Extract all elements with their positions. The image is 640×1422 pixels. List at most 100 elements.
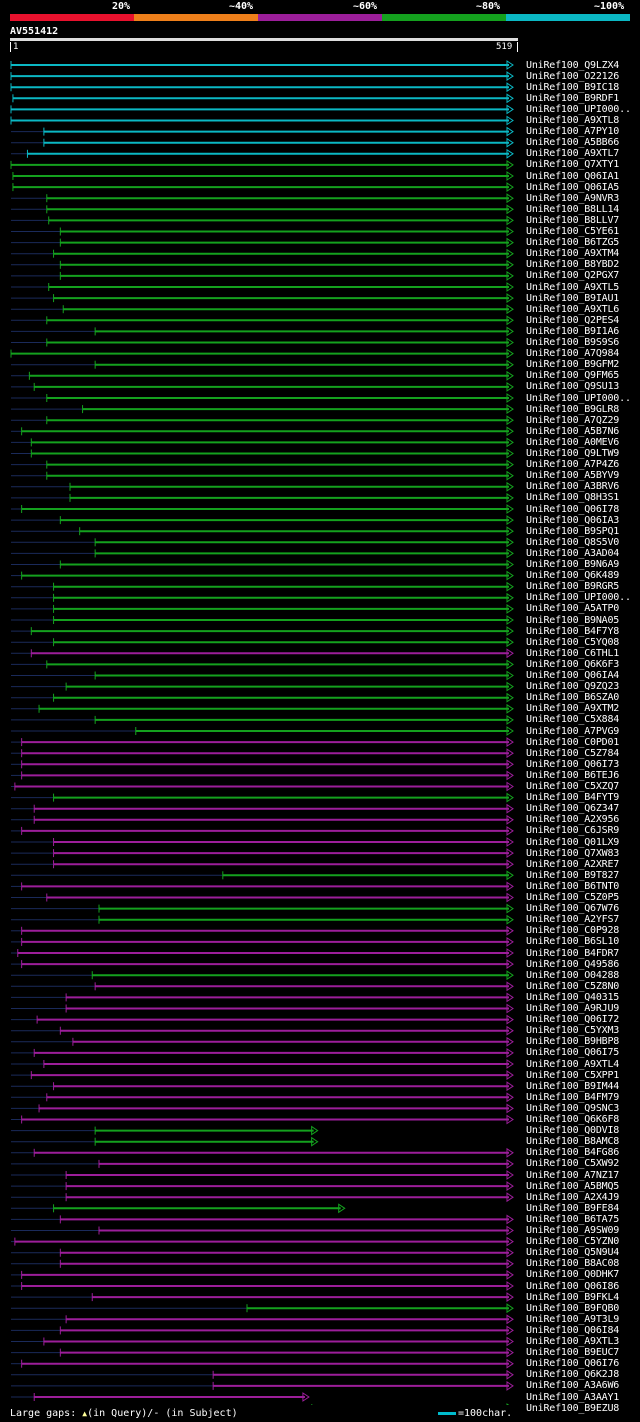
hit-label[interactable]: UniRef100_A9XTL4 bbox=[526, 1058, 620, 1070]
hit-label[interactable]: UniRef100_UPI000.. bbox=[526, 592, 631, 604]
hit-label[interactable]: UniRef100_A9XTL8 bbox=[526, 115, 620, 126]
hit-label[interactable]: UniRef100_B9GLR8 bbox=[526, 403, 620, 415]
hit-label[interactable]: UniRef100_Q06IA4 bbox=[526, 670, 620, 681]
hit-label[interactable]: UniRef100_B9IC18 bbox=[526, 81, 620, 93]
hit-label[interactable]: UniRef100_O04288 bbox=[526, 969, 620, 981]
hit-label[interactable]: UniRef100_A9NVR3 bbox=[526, 192, 620, 204]
hit-label[interactable]: UniRef100_Q9LTW9 bbox=[526, 448, 620, 459]
hit-label[interactable]: UniRef100_Q06I84 bbox=[526, 1324, 620, 1336]
hit-label[interactable]: UniRef100_B8AMC8 bbox=[526, 1136, 620, 1148]
hit-label[interactable]: UniRef100_C0PD01 bbox=[526, 736, 620, 748]
hit-label[interactable]: UniRef100_A7NZ17 bbox=[526, 1169, 620, 1181]
hit-label[interactable]: UniRef100_Q9ZQ23 bbox=[526, 681, 620, 693]
hit-label[interactable]: UniRef100_B9T827 bbox=[526, 869, 620, 881]
hit-label[interactable]: UniRef100_Q6K6F3 bbox=[526, 658, 620, 670]
hit-label[interactable]: UniRef100_Q06I72 bbox=[526, 1014, 620, 1026]
hit-label[interactable]: UniRef100_B6TA75 bbox=[526, 1213, 620, 1225]
hit-label[interactable]: UniRef100_Q2PGX7 bbox=[526, 270, 620, 282]
hit-label[interactable]: UniRef100_A9XTL7 bbox=[526, 148, 620, 160]
hit-label[interactable]: UniRef100_Q9SNC3 bbox=[526, 1102, 620, 1114]
hit-label[interactable]: UniRef100_A2X956 bbox=[526, 814, 620, 826]
hit-label[interactable]: UniRef100_A7PY10 bbox=[526, 126, 620, 138]
hit-label[interactable]: UniRef100_Q06I75 bbox=[526, 1047, 620, 1059]
hit-label[interactable]: UniRef100_Q2PES4 bbox=[526, 314, 620, 326]
hit-label[interactable]: UniRef100_Q9FM65 bbox=[526, 370, 620, 382]
hit-label[interactable]: UniRef100_A3AD04 bbox=[526, 547, 620, 559]
hit-label[interactable]: UniRef100_B9RDF1 bbox=[526, 92, 620, 104]
hit-label[interactable]: UniRef100_Q6K489 bbox=[526, 570, 620, 582]
hit-label[interactable]: UniRef100_B9FKL4 bbox=[526, 1291, 620, 1303]
hit-label[interactable]: UniRef100_C0P928 bbox=[526, 925, 620, 937]
hit-label[interactable]: UniRef100_A3A6W6 bbox=[526, 1380, 620, 1392]
hit-label[interactable]: UniRef100_Q06I76 bbox=[526, 1358, 620, 1370]
hit-label[interactable]: UniRef100_B6TZG5 bbox=[526, 237, 620, 249]
hit-label[interactable]: UniRef100_B6TEJ6 bbox=[526, 769, 620, 781]
hit-label[interactable]: UniRef100_Q9SU13 bbox=[526, 381, 620, 393]
hit-label[interactable]: UniRef100_UPI000.. bbox=[526, 392, 631, 404]
hit-label[interactable]: UniRef100_B9IAU1 bbox=[526, 292, 620, 304]
hit-label[interactable]: UniRef100_B6TNT0 bbox=[526, 880, 620, 892]
hit-label[interactable]: UniRef100_Q6K6F8 bbox=[526, 1114, 620, 1125]
hit-label[interactable]: UniRef100_B8AC08 bbox=[526, 1258, 620, 1270]
hit-label[interactable]: UniRef100_Q01LX9 bbox=[526, 836, 620, 848]
hit-label[interactable]: UniRef100_C5YZN0 bbox=[526, 1236, 620, 1248]
hit-label[interactable]: UniRef100_A7P4Z6 bbox=[526, 459, 620, 471]
hit-label[interactable]: UniRef100_C5XPP1 bbox=[526, 1069, 620, 1081]
hit-label[interactable]: UniRef100_C5XZQ7 bbox=[526, 781, 620, 792]
hit-label[interactable]: UniRef100_B9IM44 bbox=[526, 1080, 620, 1092]
hit-label[interactable]: UniRef100_B9FQB0 bbox=[526, 1302, 620, 1314]
hit-label[interactable]: UniRef100_Q06IA3 bbox=[526, 514, 620, 526]
hit-label[interactable]: UniRef100_C5Z784 bbox=[526, 747, 620, 759]
hit-label[interactable]: UniRef100_B8LL14 bbox=[526, 203, 620, 215]
hit-label[interactable]: UniRef100_C5X884 bbox=[526, 714, 620, 726]
hit-label[interactable]: UniRef100_C6JSR9 bbox=[526, 825, 620, 837]
hit-label[interactable]: UniRef100_C5YE61 bbox=[526, 226, 620, 237]
hit-label[interactable]: UniRef100_C5Z8N0 bbox=[526, 980, 620, 992]
hit-label[interactable]: UniRef100_B4FYT9 bbox=[526, 792, 620, 804]
hit-label[interactable]: UniRef100_C5YQ08 bbox=[526, 636, 620, 648]
hit-label[interactable]: UniRef100_B9RGR5 bbox=[526, 581, 620, 593]
hit-label[interactable]: UniRef100_Q49586 bbox=[526, 958, 620, 970]
hit-label[interactable]: UniRef100_A9XTM4 bbox=[526, 248, 620, 260]
hit-label[interactable]: UniRef100_A7Q984 bbox=[526, 348, 620, 360]
hit-label[interactable]: UniRef100_Q7XW83 bbox=[526, 847, 620, 859]
hit-label[interactable]: UniRef100_B6SL10 bbox=[526, 936, 620, 948]
hit-label[interactable]: UniRef100_Q9LZX4 bbox=[526, 59, 620, 71]
hit-label[interactable]: UniRef100_C6THL1 bbox=[526, 647, 620, 659]
hit-label[interactable]: UniRef100_C5YXM3 bbox=[526, 1025, 620, 1037]
hit-label[interactable]: UniRef100_Q06IA5 bbox=[526, 181, 620, 193]
hit-label[interactable]: UniRef100_A7PVG9 bbox=[526, 725, 620, 737]
hit-label[interactable]: UniRef100_Q8S5V0 bbox=[526, 536, 620, 548]
hit-label[interactable]: UniRef100_B4FG86 bbox=[526, 1147, 620, 1159]
hit-label[interactable]: UniRef100_A5BB66 bbox=[526, 137, 620, 149]
hit-label[interactable]: UniRef100_B6SZA0 bbox=[526, 692, 620, 704]
hit-label[interactable]: UniRef100_Q06I78 bbox=[526, 503, 620, 515]
hit-label[interactable]: UniRef100_Q06I86 bbox=[526, 1280, 620, 1292]
hit-label[interactable]: UniRef100_A2X4J9 bbox=[526, 1191, 620, 1203]
hit-label[interactable]: UniRef100_B9NA05 bbox=[526, 614, 620, 626]
hit-label[interactable]: UniRef100_A2YFS7 bbox=[526, 914, 620, 926]
hit-label[interactable]: UniRef100_UPI000.. bbox=[526, 103, 631, 115]
hit-label[interactable]: UniRef100_A5BMQ5 bbox=[526, 1180, 620, 1192]
hit-label[interactable]: UniRef100_B8YBD2 bbox=[526, 259, 620, 271]
hit-label[interactable]: UniRef100_C5XW92 bbox=[526, 1158, 620, 1170]
hit-label[interactable]: UniRef100_A9T3L9 bbox=[526, 1313, 620, 1325]
hit-label[interactable]: UniRef100_B9FE84 bbox=[526, 1202, 620, 1214]
hit-label[interactable]: UniRef100_Q06IA1 bbox=[526, 170, 620, 182]
hit-label[interactable]: UniRef100_B9I1A6 bbox=[526, 325, 620, 337]
hit-label[interactable]: UniRef100_A9XTM2 bbox=[526, 703, 620, 715]
hit-label[interactable]: UniRef100_A3BRV6 bbox=[526, 481, 620, 493]
hit-label[interactable]: UniRef100_A9SW09 bbox=[526, 1225, 620, 1236]
hit-label[interactable]: UniRef100_A9XTL6 bbox=[526, 303, 620, 315]
hit-label[interactable]: UniRef100_A0MEV6 bbox=[526, 436, 620, 448]
hit-label[interactable]: UniRef100_Q06I73 bbox=[526, 758, 620, 770]
hit-label[interactable]: UniRef100_B9S9S6 bbox=[526, 337, 620, 348]
hit-label[interactable]: UniRef100_Q67W76 bbox=[526, 903, 620, 915]
hit-label[interactable]: UniRef100_B4FM79 bbox=[526, 1091, 620, 1103]
hit-label[interactable]: UniRef100_A9XTL5 bbox=[526, 281, 620, 293]
hit-label[interactable]: UniRef100_B9SPQ1 bbox=[526, 525, 620, 537]
hit-label[interactable]: UniRef100_B9EZU8 bbox=[526, 1402, 620, 1414]
hit-label[interactable]: UniRef100_A5B7N6 bbox=[526, 425, 620, 437]
hit-label[interactable]: UniRef100_A7QZ29 bbox=[526, 414, 620, 426]
hit-label[interactable]: UniRef100_A5ATP0 bbox=[526, 603, 620, 615]
